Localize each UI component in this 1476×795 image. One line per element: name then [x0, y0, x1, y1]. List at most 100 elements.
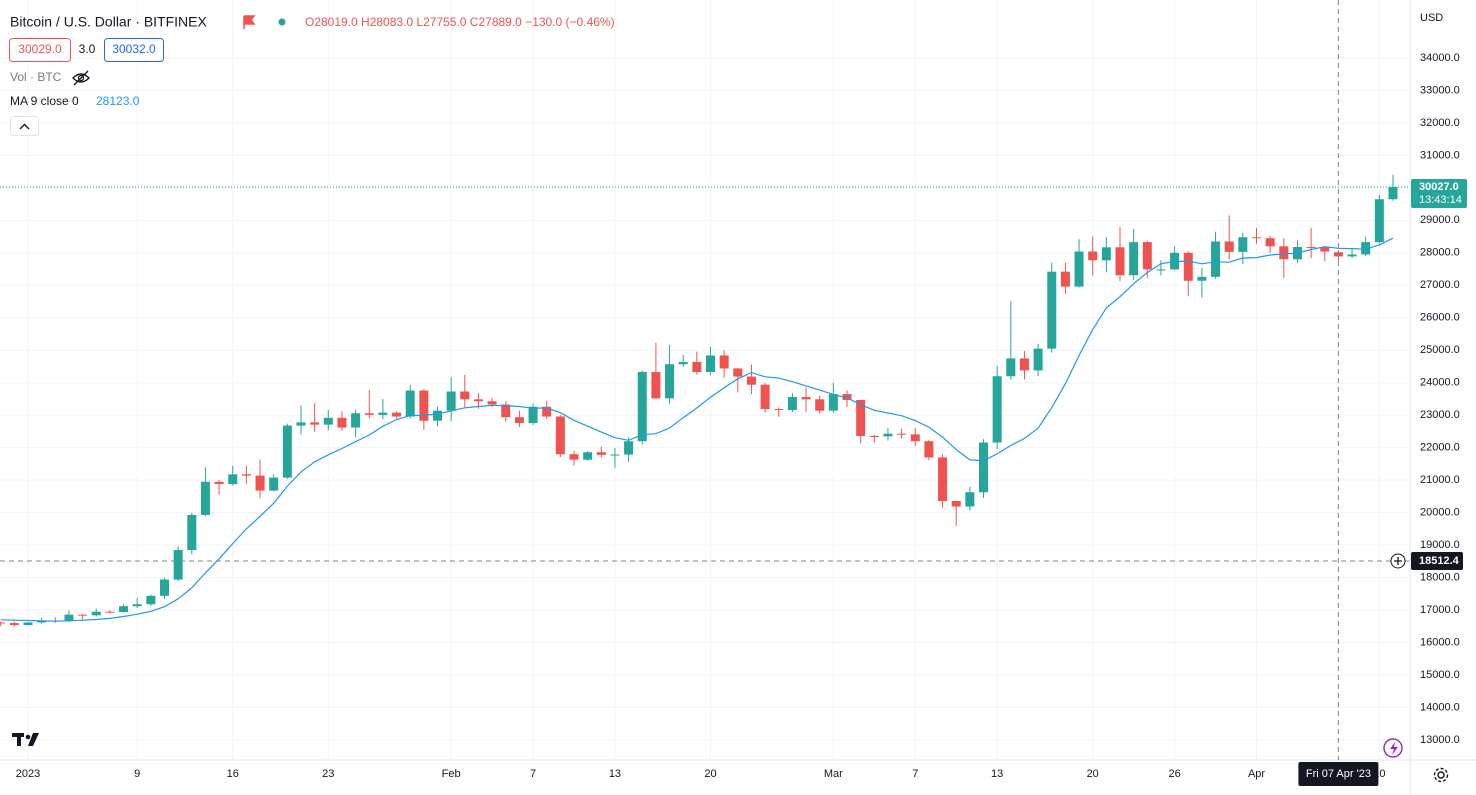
candle-body [828, 394, 838, 411]
candle-body [392, 412, 402, 417]
y-tick-label: 14000.0 [1420, 701, 1460, 713]
candle-body [869, 436, 879, 438]
settings-icon[interactable] [1433, 767, 1449, 783]
y-tick-label: 13000.0 [1420, 734, 1460, 746]
candle-body [364, 413, 374, 415]
candle-body [323, 417, 333, 425]
y-tick-label: 18000.0 [1420, 572, 1460, 584]
x-tick-label: 2023 [16, 768, 40, 780]
bid-box[interactable] [9, 38, 71, 62]
x-tick-label: 7 [912, 768, 918, 780]
x-tick-label: 20 [1087, 768, 1099, 780]
candle-body [760, 384, 770, 410]
ohlc-legend: O28019.0 H28083.0 L27755.0 C27889.0 −130… [305, 15, 615, 29]
y-tick-label: 34000.0 [1420, 52, 1460, 64]
candle-body [269, 477, 279, 491]
candle-body [1060, 271, 1070, 287]
candle-body [473, 399, 483, 402]
candle-body [569, 454, 579, 460]
candle-body [514, 417, 524, 424]
candle-body [119, 606, 129, 613]
x-tick-label: 23 [322, 768, 334, 780]
candle-body [501, 404, 511, 418]
indicator-label: MA 9 close 0 [10, 94, 79, 108]
candle-body [692, 361, 702, 373]
candle-body [1197, 276, 1207, 281]
candle-body [9, 623, 19, 626]
candle-body [1306, 246, 1316, 248]
candle-body [1142, 242, 1152, 270]
x-tick-label: Apr [1248, 768, 1265, 780]
y-tick-label: 29000.0 [1420, 214, 1460, 226]
x-tick-label: 26 [1168, 768, 1180, 780]
last-price-label: 30027.0 [1419, 181, 1459, 193]
crosshair-date-box [1298, 762, 1379, 786]
x-tick-label: 13 [609, 768, 621, 780]
x-tick-label: Feb [442, 768, 461, 780]
candle-body [187, 514, 197, 551]
candle-body [528, 406, 538, 424]
candle-body [282, 425, 292, 478]
y-tick-label: 31000.0 [1420, 149, 1460, 161]
candle-body [241, 474, 251, 476]
collapse-button[interactable] [10, 116, 39, 136]
candle-body [105, 611, 115, 613]
candle-body [296, 422, 306, 426]
y-tick-label: 24000.0 [1420, 377, 1460, 389]
countdown-label: 13:43:14 [1419, 194, 1462, 206]
candle-body [351, 413, 361, 428]
replay-icon[interactable] [1383, 738, 1403, 758]
candle-body [378, 412, 388, 415]
candle-body [624, 441, 634, 455]
candle-body [706, 355, 715, 373]
chevron-icon [19, 123, 30, 130]
x-tick-label: 9 [134, 768, 140, 780]
candle-body [132, 604, 142, 607]
candle-body [228, 474, 238, 485]
y-tick-label: 22000.0 [1420, 442, 1460, 454]
y-tick-label: 16000.0 [1420, 636, 1460, 648]
volume-label: Vol · BTC [10, 70, 62, 84]
hide-icon[interactable] [72, 70, 90, 86]
candle-body [1265, 238, 1275, 247]
candle-body [460, 391, 470, 400]
candle-body [146, 595, 156, 605]
candle-body [1074, 251, 1084, 287]
candle-body [542, 406, 552, 417]
logo[interactable] [12, 733, 39, 746]
candle-body [746, 376, 756, 385]
candle-body [555, 416, 565, 455]
y-tick-label: 33000.0 [1420, 84, 1460, 96]
candle-body [951, 500, 961, 507]
candle-body [0, 622, 6, 624]
indicator-value: 28123.0 [96, 94, 140, 108]
currency-label[interactable]: USD [1420, 12, 1443, 24]
candle-body [1388, 186, 1398, 200]
candle-body [801, 397, 811, 400]
candle-body [1115, 247, 1125, 276]
ask-box[interactable] [104, 38, 164, 62]
candle-body [1033, 348, 1043, 371]
candle-body [979, 442, 988, 493]
plus-icon [1394, 556, 1402, 565]
crosshair-date-label: Fri 07 Apr '23 [1306, 768, 1371, 780]
flag-icon[interactable] [243, 15, 256, 29]
x-tick-label: 20 [704, 768, 716, 780]
y-tick-label: 21000.0 [1420, 474, 1460, 486]
last-price-box [1411, 178, 1467, 208]
y-tick-label: 17000.0 [1420, 604, 1460, 616]
candle-body [856, 399, 866, 437]
candle-body [64, 614, 74, 621]
y-tick-label: 20000.0 [1420, 507, 1460, 519]
candle-body [1088, 251, 1098, 261]
candle-body [637, 372, 647, 442]
crosshair-price-box [1411, 551, 1463, 570]
bid: 30029.0 [18, 42, 62, 56]
candle-body [774, 409, 784, 411]
candle-body [924, 441, 934, 458]
y-tick-label: 25000.0 [1420, 344, 1460, 356]
market-status-dot [278, 18, 286, 26]
candle-body [1006, 358, 1016, 377]
